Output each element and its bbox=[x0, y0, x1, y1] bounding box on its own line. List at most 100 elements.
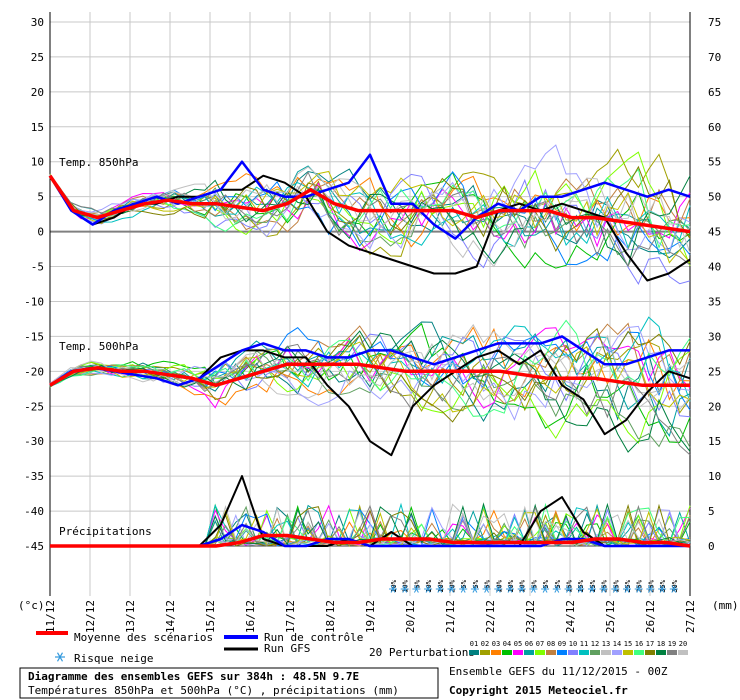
snow-percent: 25% bbox=[601, 579, 609, 592]
left-tick-label: -40 bbox=[24, 505, 44, 518]
perturbation-line bbox=[49, 319, 691, 417]
perturbation-line bbox=[49, 144, 691, 253]
snowflake-icon bbox=[587, 585, 596, 593]
snow-percent: 10% bbox=[495, 579, 503, 592]
perturbation-swatch bbox=[535, 650, 545, 655]
snowflake-icon bbox=[646, 585, 655, 593]
legend-perturbations-label: 20 Perturbations bbox=[369, 646, 475, 659]
perturbation-swatch bbox=[667, 650, 677, 655]
series-line-control-t850 bbox=[48, 153, 691, 240]
snowflake-icon bbox=[529, 585, 538, 593]
snowflake-icon bbox=[400, 585, 409, 593]
perturbation-number: 08 bbox=[547, 640, 555, 648]
perturbation-number: 11 bbox=[580, 640, 588, 648]
perturbation-swatch bbox=[502, 650, 512, 655]
perturbation-swatch bbox=[513, 650, 523, 655]
series-line-mean-precip bbox=[50, 533, 691, 548]
perturbation-number: 15 bbox=[624, 640, 632, 648]
right-tick-label: 0 bbox=[708, 540, 715, 553]
x-tick-label: 12/12 bbox=[84, 600, 97, 633]
right-tick-label: 55 bbox=[708, 156, 721, 169]
right-tick-label: 15 bbox=[708, 435, 721, 448]
x-tick-label: 22/12 bbox=[484, 600, 497, 633]
snowflake-icon bbox=[424, 585, 433, 593]
snow-percent: 20% bbox=[449, 579, 457, 592]
right-tick-label: 70 bbox=[708, 51, 721, 64]
snowflake-icon bbox=[658, 585, 667, 593]
copyright: Copyright 2015 Meteociel.fr bbox=[449, 684, 628, 697]
x-tick-label: 18/12 bbox=[324, 600, 337, 633]
snowflake-icon bbox=[623, 585, 631, 593]
perturbation-line bbox=[49, 330, 691, 453]
perturbation-number: 03 bbox=[492, 640, 500, 648]
perturbation-swatch bbox=[546, 650, 556, 655]
snowflake-icon bbox=[564, 585, 573, 593]
left-tick-label: 25 bbox=[31, 51, 44, 64]
perturbation-swatch bbox=[590, 650, 600, 655]
left-tick-label: 0 bbox=[37, 226, 44, 239]
perturbation-number: 20 bbox=[679, 640, 687, 648]
perturbation-swatch bbox=[491, 650, 501, 655]
perturbation-number: 19 bbox=[668, 640, 676, 648]
chart-subtitle: Températures 850hPa et 500hPa (°C) , pré… bbox=[28, 684, 399, 697]
legend-snow-label: Risque neige bbox=[74, 652, 153, 665]
snowflake-icon bbox=[552, 585, 561, 593]
perturbation-number: 17 bbox=[646, 640, 654, 648]
snowflake-icon bbox=[541, 585, 550, 593]
perturbation-swatch bbox=[469, 650, 479, 655]
x-axis-labels: 11/12 12/12 13/12 14/12 15/12 16/12 17/12 18/12… bbox=[44, 600, 697, 633]
x-tick-label: 24/12 bbox=[564, 600, 577, 633]
legend: Moyenne des scénarios Run de contrôle Ru… bbox=[36, 631, 688, 665]
perturbation-number: 18 bbox=[657, 640, 665, 648]
left-tick-label: 5 bbox=[37, 191, 44, 204]
snowflake-icon bbox=[470, 585, 479, 593]
perturbation-number: 09 bbox=[558, 640, 566, 648]
perturbation-number: 05 bbox=[514, 640, 522, 648]
snowflake-icon bbox=[634, 585, 643, 593]
perturbation-line bbox=[49, 174, 691, 252]
right-tick-label: 5 bbox=[708, 505, 715, 518]
x-tick-label: 16/12 bbox=[244, 600, 257, 633]
snow-percent: 5% bbox=[484, 579, 492, 588]
snowflake-icon bbox=[494, 585, 503, 593]
perturbation-swatch bbox=[612, 650, 622, 655]
perturbation-number: 07 bbox=[536, 640, 544, 648]
legend-control-label: Run de contrôle bbox=[264, 631, 363, 644]
snow-percent: 5% bbox=[530, 579, 538, 588]
perturbation-swatch bbox=[623, 650, 633, 655]
left-tick-label: -30 bbox=[24, 435, 44, 448]
snow-percent: 5% bbox=[413, 579, 421, 588]
x-tick-label: 13/12 bbox=[124, 600, 137, 633]
x-tick-label: 11/12 bbox=[44, 600, 57, 633]
right-tick-label: 30 bbox=[708, 330, 721, 343]
left-tick-label: -5 bbox=[31, 261, 44, 274]
perturbation-legend: 01 02 03 04 05 06 07 08 09 10 11 12 13 14 15 16 17 18 19 20 bbox=[469, 640, 688, 655]
snow-risk-strip: 10%10%5%10%10%20%5%5%5%10%10%10%5%5%5%15… bbox=[389, 579, 679, 593]
snowflake-icon bbox=[576, 585, 585, 593]
snow-percent: 15% bbox=[566, 579, 574, 592]
left-tick-label: 15 bbox=[31, 121, 44, 134]
perturbation-number: 04 bbox=[503, 640, 511, 648]
x-tick-label: 27/12 bbox=[684, 600, 697, 633]
snowflake-icon bbox=[517, 585, 526, 593]
snow-percent: 5% bbox=[542, 579, 550, 588]
snowflake-icon bbox=[669, 585, 678, 593]
right-tick-label: 35 bbox=[708, 295, 721, 308]
run-info: Ensemble GEFS du 11/12/2015 - 00Z bbox=[449, 665, 668, 678]
snow-percent: 30% bbox=[671, 579, 679, 592]
snowflake-icon bbox=[412, 585, 421, 593]
perturbation-swatch bbox=[645, 650, 655, 655]
perturbation-line bbox=[49, 171, 691, 267]
right-tick-label: 60 bbox=[708, 121, 721, 134]
snow-percent: 10% bbox=[425, 579, 433, 592]
x-tick-label: 19/12 bbox=[364, 600, 377, 633]
snow-percent: 35% bbox=[659, 579, 667, 592]
perturbation-swatch bbox=[601, 650, 611, 655]
label-t850: Temp. 850hPa bbox=[59, 156, 138, 169]
snowflake-icon bbox=[599, 585, 608, 593]
legend-mean-label: Moyenne des scénarios bbox=[74, 631, 213, 644]
x-tick-label: 26/12 bbox=[644, 600, 657, 633]
perturbation-number: 16 bbox=[635, 640, 643, 648]
